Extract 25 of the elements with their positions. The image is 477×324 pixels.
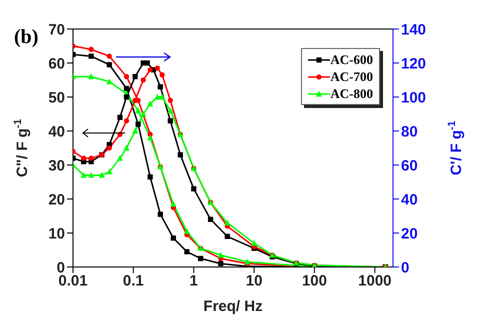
y2-tick-label: 0	[401, 259, 410, 276]
y-tick-label: 50	[48, 89, 65, 106]
legend-label: AC-700	[330, 68, 373, 85]
x-tick-label: 1	[190, 272, 198, 290]
y-tick-label: 70	[48, 21, 65, 38]
x-tick-label: 0.1	[122, 272, 144, 290]
x-axis-title: Freq/ Hz	[203, 298, 263, 315]
y-tick-label: 30	[48, 157, 65, 174]
y2-tick-label: 20	[401, 225, 418, 242]
y2-tick-label: 100	[401, 89, 426, 106]
y-tick-label: 40	[48, 123, 65, 140]
x-tick-label: 10	[246, 272, 262, 290]
text: (b)	[14, 26, 38, 49]
y2-tick-label: 120	[401, 55, 426, 72]
legend-label: AC-800	[330, 85, 373, 102]
y2-tick-label: 40	[401, 191, 418, 208]
y2-tick-label: 60	[401, 157, 418, 174]
y-tick-label: 20	[48, 191, 65, 208]
y2-tick-label: 80	[401, 123, 418, 140]
y-tick-label: 60	[48, 55, 65, 72]
x-tick-label: 1000	[358, 272, 392, 290]
x-tick-label: 100	[302, 272, 327, 290]
y2-tick-label: 140	[401, 21, 426, 38]
y-tick-label: 10	[48, 225, 65, 242]
legend-label: AC-600	[330, 51, 373, 68]
